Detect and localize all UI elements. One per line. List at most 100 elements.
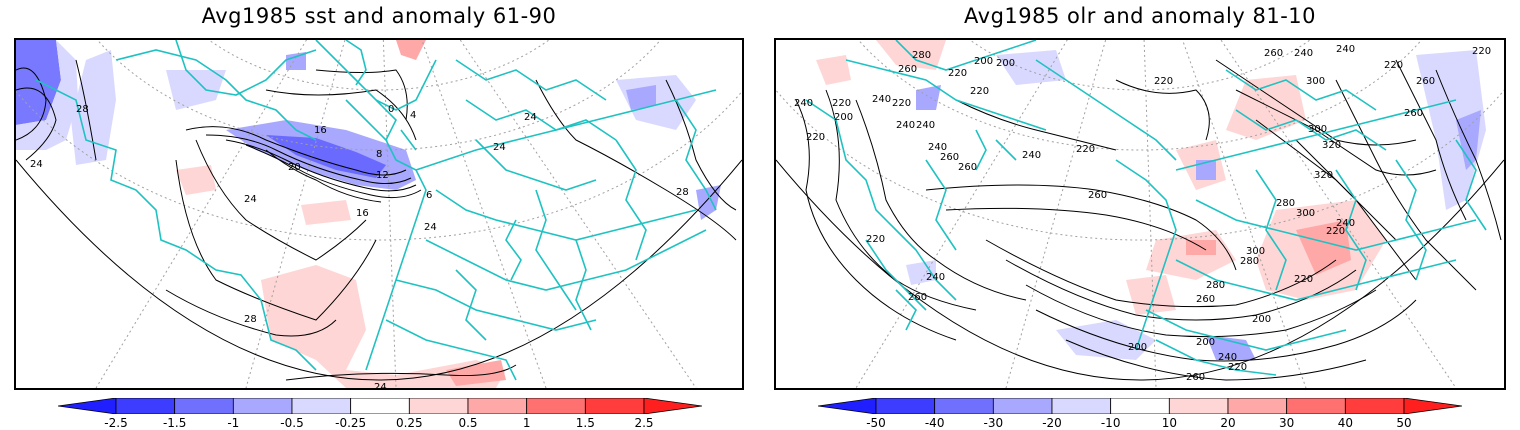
colorbar-tick-label: -0.25	[335, 416, 367, 430]
svg-text:0: 0	[388, 104, 394, 115]
svg-text:220: 220	[1384, 60, 1403, 71]
svg-text:8: 8	[376, 149, 382, 160]
colorbar-tick-label: -40	[924, 416, 945, 430]
colorbar-segment	[1286, 398, 1346, 414]
colorbar-segment	[934, 398, 994, 414]
svg-text:220: 220	[948, 68, 967, 79]
svg-text:12: 12	[376, 170, 389, 181]
svg-text:220: 220	[1472, 46, 1491, 57]
svg-text:16: 16	[356, 208, 369, 219]
svg-text:200: 200	[834, 112, 853, 123]
colorbar-lower-arrow	[818, 398, 877, 414]
svg-text:220: 220	[1294, 274, 1313, 285]
colorbar-tick-label: 30	[1279, 416, 1295, 430]
colorbar-segment	[467, 398, 528, 414]
colorbar-upper-arrow	[1403, 398, 1462, 414]
svg-text:260: 260	[1186, 372, 1205, 383]
colorbar-tick-label: -20	[1042, 416, 1062, 430]
right-map-frame[interactable]: 280 260 220 220 240 200 240 220 220 200 …	[774, 38, 1506, 390]
svg-text:24: 24	[424, 222, 437, 233]
colorbar-tick-label: -30	[983, 416, 1004, 430]
colorbar-segment	[875, 398, 936, 414]
colorbar-tick-label: 10	[1161, 416, 1177, 430]
svg-text:24: 24	[30, 159, 43, 170]
colorbar-tick-label: 0.25	[395, 416, 423, 430]
svg-text:240: 240	[1022, 150, 1041, 161]
svg-text:240: 240	[1218, 352, 1237, 363]
svg-text:240: 240	[794, 98, 813, 109]
svg-text:300: 300	[1306, 76, 1325, 87]
colorbar-segment	[291, 398, 352, 414]
svg-text:200: 200	[1252, 314, 1271, 325]
colorbar-tick-label: 1.5	[575, 416, 595, 430]
sst-contour-labels: 28 24 0 4 8 12 16 20 24 16 6 24 24 24 28…	[30, 104, 689, 388]
svg-text:28: 28	[676, 187, 689, 198]
svg-text:20: 20	[288, 162, 301, 173]
svg-text:280: 280	[1206, 280, 1225, 291]
svg-text:260: 260	[940, 152, 959, 163]
svg-text:300: 300	[1246, 246, 1265, 257]
colorbar-segment	[350, 398, 410, 414]
svg-text:280: 280	[912, 50, 931, 61]
colorbar-tick-label: -2.5	[104, 416, 128, 430]
svg-text:260: 260	[1196, 294, 1215, 305]
svg-text:320: 320	[1314, 170, 1333, 181]
svg-text:260: 260	[908, 292, 927, 303]
svg-text:28: 28	[244, 314, 257, 325]
coastlines	[805, 40, 1487, 376]
svg-text:260: 260	[898, 64, 917, 75]
svg-text:240: 240	[1336, 44, 1355, 55]
olr-anomaly-map: 280 260 220 220 240 200 240 220 220 200 …	[776, 40, 1504, 388]
svg-text:240: 240	[1336, 218, 1355, 229]
colorbar-tick-label: 50	[1396, 416, 1412, 430]
svg-text:300: 300	[1296, 208, 1315, 219]
svg-text:200: 200	[974, 56, 993, 67]
svg-text:28: 28	[76, 104, 89, 115]
svg-text:240: 240	[872, 94, 891, 105]
colorbar-upper-arrow	[643, 398, 702, 414]
svg-text:300: 300	[1308, 124, 1327, 135]
svg-text:24: 24	[524, 112, 537, 123]
svg-text:24: 24	[374, 382, 387, 388]
svg-text:6: 6	[426, 190, 432, 201]
colorbar-segment	[1051, 398, 1112, 414]
colorbar-segment	[584, 398, 645, 414]
svg-text:220: 220	[1076, 144, 1095, 155]
svg-text:280: 280	[1240, 256, 1259, 267]
left-map-title: Avg1985 sst and anomaly 61-90	[201, 4, 557, 28]
colorbar-segment	[115, 398, 176, 414]
svg-text:220: 220	[866, 234, 885, 245]
sst-contours	[16, 59, 737, 381]
left-map-frame[interactable]: 28 24 0 4 8 12 16 20 24 16 6 24 24 24 28…	[14, 38, 744, 390]
svg-text:24: 24	[244, 194, 257, 205]
colorbar-tick-label: 20	[1220, 416, 1236, 430]
svg-text:200: 200	[1196, 337, 1215, 348]
svg-text:220: 220	[1228, 362, 1247, 373]
colorbar-tick-label: 0.5	[458, 416, 478, 430]
svg-text:260: 260	[1404, 108, 1423, 119]
olr-contour-labels: 280 260 220 220 240 200 240 220 220 200 …	[794, 44, 1491, 383]
anomaly-shading	[16, 40, 721, 388]
svg-text:220: 220	[806, 132, 825, 143]
colorbar-segment	[1110, 398, 1170, 414]
svg-text:240: 240	[896, 120, 915, 131]
colorbar-tick-label: -1	[227, 416, 240, 430]
svg-text:200: 200	[996, 58, 1015, 69]
svg-text:240: 240	[926, 272, 945, 283]
colorbar-tick-label: 40	[1337, 416, 1353, 430]
colorbar-segment	[1168, 398, 1229, 414]
svg-text:4: 4	[410, 110, 416, 121]
right-map-title: Avg1985 olr and anomaly 81-10	[964, 4, 1316, 28]
colorbar-tick-label: -1.5	[162, 416, 187, 430]
sst-anomaly-map: 28 24 0 4 8 12 16 20 24 16 6 24 24 24 28…	[16, 40, 742, 388]
svg-text:240: 240	[1294, 48, 1313, 59]
svg-text:240: 240	[916, 120, 935, 131]
svg-text:200: 200	[1128, 342, 1147, 353]
colorbar-segment	[232, 398, 293, 414]
svg-text:220: 220	[970, 86, 989, 97]
svg-text:16: 16	[314, 125, 327, 136]
colorbar-segment	[174, 398, 234, 414]
graticule	[16, 40, 742, 388]
colorbar-segment	[526, 398, 586, 414]
svg-text:220: 220	[832, 98, 851, 109]
